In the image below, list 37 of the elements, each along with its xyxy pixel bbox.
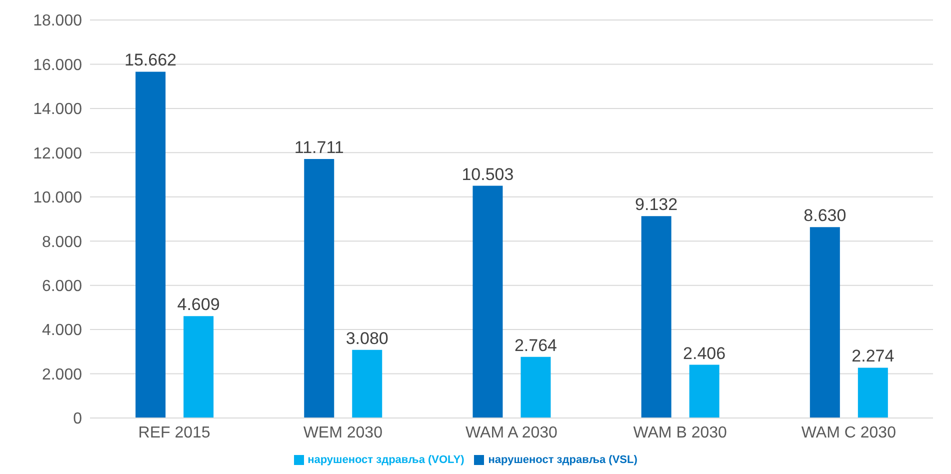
- data-label: 2.764: [514, 336, 557, 355]
- bar: [858, 368, 888, 418]
- legend-label: нарушеност здравља (VOLY): [308, 454, 464, 466]
- y-tick-label: 18.000: [33, 12, 82, 30]
- data-label: 9.132: [635, 195, 678, 214]
- bar: [689, 364, 720, 418]
- x-tick-label: WAM C 2030: [801, 424, 896, 442]
- data-label: 2.274: [852, 346, 894, 366]
- y-tick-label: 12.000: [33, 145, 82, 162]
- data-label: 15.662: [124, 50, 177, 70]
- x-tick-label: WAM A 2030: [466, 424, 558, 442]
- x-tick-label: WEM 2030: [303, 424, 383, 442]
- y-tick-label: 8.000: [42, 234, 82, 251]
- bar: [472, 186, 503, 418]
- y-tick-label: 16.000: [33, 56, 82, 74]
- y-tick-label: 2.000: [42, 366, 82, 384]
- bar: [184, 316, 214, 418]
- bar: [810, 227, 840, 418]
- bar: [641, 216, 672, 418]
- data-label: 2.406: [683, 344, 726, 363]
- data-label: 11.711: [294, 138, 344, 158]
- data-label: 4.609: [177, 295, 220, 314]
- y-tick-label: 4.000: [42, 322, 82, 340]
- bar: [136, 72, 166, 418]
- bar: [352, 350, 382, 418]
- y-tick-label: 14.000: [33, 101, 82, 118]
- x-tick-label: REF 2015: [138, 424, 210, 442]
- y-tick-label: 0: [73, 410, 82, 428]
- bar: [304, 159, 334, 418]
- legend-label: нарушеност здравља (VSL): [488, 454, 638, 466]
- data-label: 3.080: [346, 328, 388, 348]
- data-label: 10.503: [462, 164, 514, 184]
- y-tick-label: 6.000: [42, 278, 82, 296]
- bar: [520, 356, 551, 418]
- y-tick-label: 10.000: [33, 190, 82, 207]
- data-label: 8.630: [804, 206, 846, 226]
- x-tick-label: WAM B 2030: [633, 424, 728, 442]
